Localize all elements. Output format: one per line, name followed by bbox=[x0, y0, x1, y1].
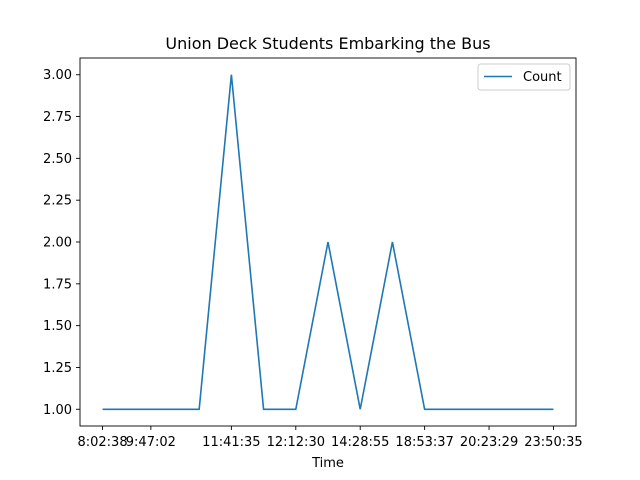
x-axis-label: Time bbox=[311, 456, 344, 471]
y-tick-label: 1.50 bbox=[43, 319, 72, 334]
x-tick-label: 11:41:35 bbox=[202, 435, 260, 450]
series-line-count bbox=[102, 74, 554, 411]
x-tick-label: 20:23:29 bbox=[460, 435, 518, 450]
y-tick-label: 2.25 bbox=[43, 194, 72, 209]
legend-label-count: Count bbox=[523, 70, 562, 85]
x-tick-label: 18:53:37 bbox=[395, 435, 453, 450]
y-tick-label: 2.50 bbox=[43, 152, 72, 167]
y-tick-label: 1.00 bbox=[43, 403, 72, 418]
x-tick-label: 12:12:30 bbox=[267, 435, 325, 450]
y-tick-label: 2.75 bbox=[43, 110, 72, 125]
x-tick-label: 9:47:02 bbox=[126, 435, 176, 450]
plot-area: 1.00 1.25 1.50 1.75 2.00 2.25 2.50 2.75 3.00 8:02… bbox=[43, 57, 583, 450]
y-tick-label: 2.00 bbox=[43, 236, 72, 251]
legend-box bbox=[477, 63, 571, 91]
y-tick-label: 3.00 bbox=[43, 68, 72, 83]
x-tick-label: 8:02:38 bbox=[77, 435, 127, 450]
y-tick-label: 1.75 bbox=[43, 277, 72, 292]
legend: Count bbox=[477, 63, 571, 91]
x-tick-label: 23:50:35 bbox=[524, 435, 582, 450]
x-tick-label: 14:28:55 bbox=[331, 435, 389, 450]
y-tick-label: 1.25 bbox=[43, 361, 72, 376]
chart-title: Union Deck Students Embarking the Bus bbox=[165, 34, 490, 53]
